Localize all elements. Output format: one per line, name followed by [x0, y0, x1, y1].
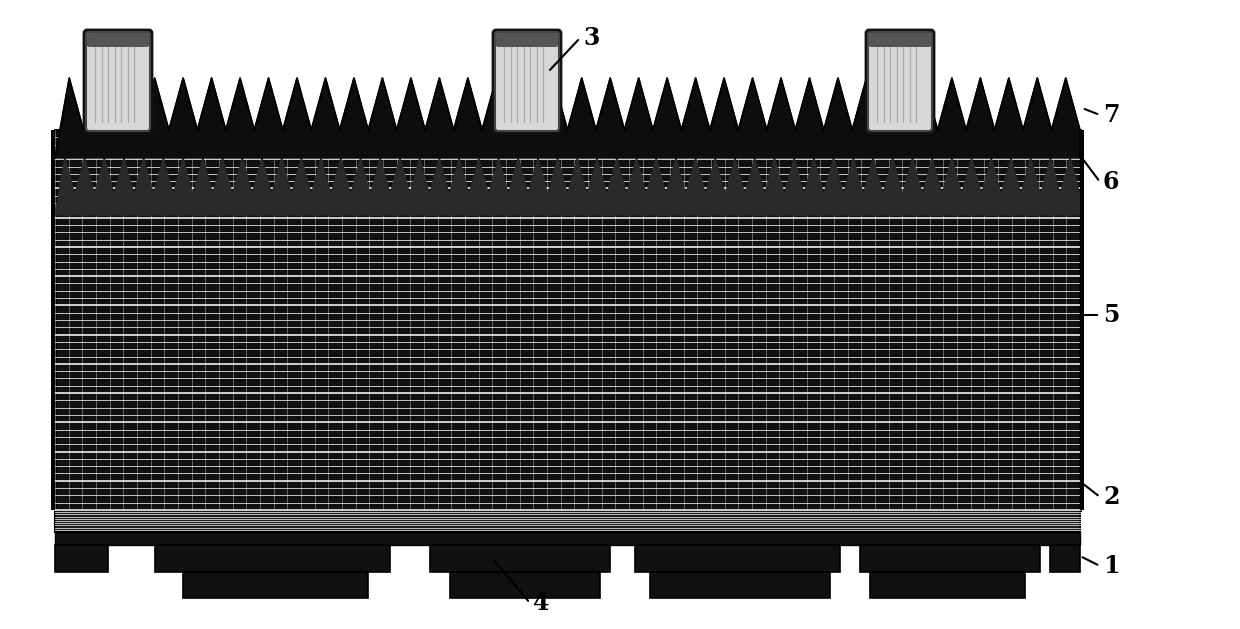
- Text: 1: 1: [1104, 554, 1120, 578]
- FancyBboxPatch shape: [869, 33, 931, 47]
- Bar: [1050, 545, 1080, 572]
- Bar: [870, 572, 1025, 598]
- Bar: [55, 510, 1080, 532]
- Text: 5: 5: [1104, 303, 1120, 327]
- Bar: [51, 130, 55, 510]
- Polygon shape: [55, 78, 1080, 158]
- Bar: [55, 545, 108, 572]
- Bar: [55, 130, 1080, 510]
- Text: 4: 4: [533, 591, 549, 615]
- FancyBboxPatch shape: [494, 30, 560, 133]
- Text: 7: 7: [1104, 103, 1120, 127]
- Text: 3: 3: [583, 26, 599, 50]
- FancyBboxPatch shape: [87, 33, 149, 47]
- Bar: [55, 532, 1080, 545]
- Bar: [155, 545, 391, 572]
- Text: 2: 2: [1104, 485, 1120, 509]
- Bar: [635, 545, 839, 572]
- Bar: [1080, 130, 1084, 510]
- Bar: [650, 572, 830, 598]
- Bar: [182, 572, 367, 598]
- FancyBboxPatch shape: [86, 32, 150, 131]
- Bar: [430, 545, 610, 572]
- FancyBboxPatch shape: [84, 30, 153, 133]
- Bar: [450, 572, 600, 598]
- Bar: [861, 545, 1040, 572]
- FancyBboxPatch shape: [866, 30, 934, 133]
- FancyBboxPatch shape: [495, 32, 559, 131]
- Polygon shape: [55, 158, 1080, 215]
- FancyBboxPatch shape: [496, 33, 558, 47]
- Text: 6: 6: [1104, 170, 1120, 194]
- FancyBboxPatch shape: [868, 32, 932, 131]
